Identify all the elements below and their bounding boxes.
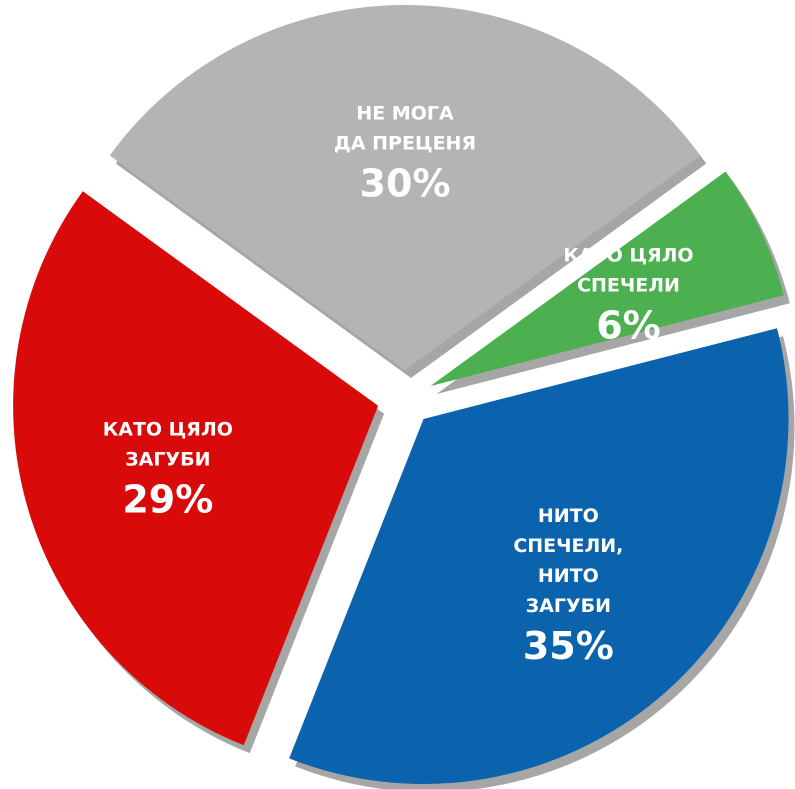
slice-label: СПЕЧЕЛИ,: [513, 535, 623, 557]
slice: [13, 191, 379, 746]
slice-label: НИТО: [538, 565, 599, 587]
slice-label: ЗАГУБИ: [526, 595, 611, 617]
slice-label: ЗАГУБИ: [125, 448, 210, 470]
slice-label: КАТО ЦЯЛО: [103, 418, 233, 440]
slice-label: ДА ПРЕЦЕНЯ: [334, 133, 476, 155]
value-label: 29%: [122, 477, 213, 521]
slice: [289, 328, 789, 785]
slice-label: НИТО: [538, 505, 599, 527]
value-label: 30%: [360, 162, 451, 206]
slice: [109, 4, 701, 370]
value-label: 6%: [596, 303, 661, 347]
slice: [430, 171, 784, 387]
slice-label: НЕ МОГА: [356, 103, 454, 125]
value-label: 35%: [523, 624, 614, 668]
slice-label: СПЕЧЕЛИ: [577, 274, 680, 296]
slice-label: КАТО ЦЯЛО: [563, 244, 693, 266]
